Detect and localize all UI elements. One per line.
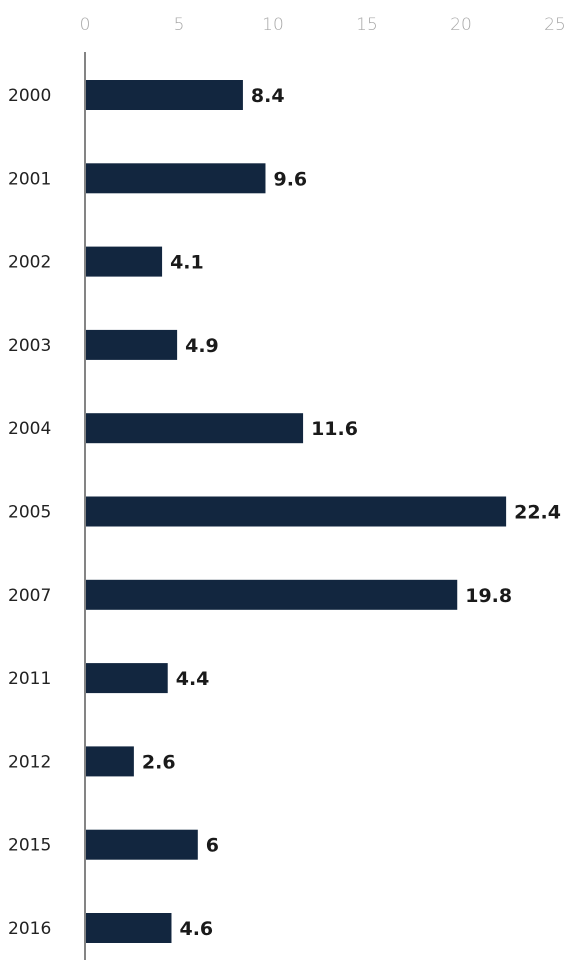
x-tick-label: 15 [356,15,378,35]
category-label: 2011 [8,669,51,689]
category-label: 2015 [8,836,51,856]
bar [86,829,198,860]
category-label: 2003 [8,336,51,356]
value-label: 4.4 [176,668,210,690]
value-labels: 8.4 9.6 4.1 4.9 11.6 22.4 19.8 4.4 2.6 6 4.6 [142,85,561,940]
value-label: 11.6 [311,418,358,440]
bars-group [86,80,507,943]
x-tick-label: 10 [262,15,284,35]
value-label: 9.6 [273,168,307,190]
category-label: 2000 [8,86,51,106]
x-tick-label: 5 [174,15,185,35]
bar [86,163,266,194]
category-label: 2002 [8,253,51,273]
value-label: 4.6 [179,918,213,940]
bar [86,329,178,360]
value-label: 6 [206,835,219,857]
value-label: 19.8 [465,585,512,607]
x-tick-label: 20 [450,15,472,35]
x-tick-label: 0 [80,15,91,35]
bar [86,496,507,527]
category-label: 2007 [8,586,51,606]
value-label: 22.4 [514,502,561,524]
value-label: 2.6 [142,751,176,773]
category-label: 2012 [8,752,51,772]
bar [86,663,168,694]
bar [86,913,172,943]
category-label: 2005 [8,503,51,523]
value-label: 4.9 [185,335,219,357]
bar [86,80,243,110]
bar [86,746,134,777]
category-label: 2016 [8,919,51,939]
x-axis-ticks: 0 5 10 15 20 25 [80,15,566,35]
category-label: 2001 [8,169,51,189]
y-axis-labels: 2000 2001 2002 2003 2004 2005 2007 2011 2012 2015… [8,86,51,939]
value-label: 4.1 [170,252,204,274]
bar [86,413,304,444]
bar [86,579,458,610]
category-label: 2004 [8,419,51,439]
x-tick-label: 25 [544,15,566,35]
bar [86,246,163,277]
value-label: 8.4 [251,85,285,107]
